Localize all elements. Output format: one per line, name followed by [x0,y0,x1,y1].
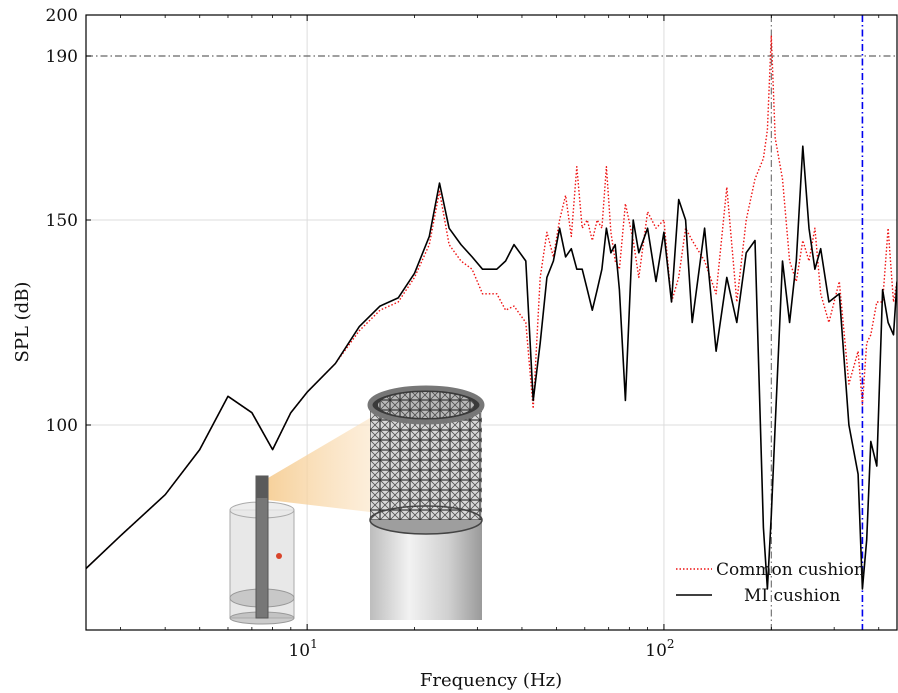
x-tick-label: 101 [288,637,317,661]
x-axis-title: Frequency (Hz) [420,670,562,691]
reference-lines [86,15,897,630]
outer-cylinder-sketch [229,475,295,625]
y-tick-label: 150 [46,211,78,231]
y-tick-label: 100 [46,416,78,436]
legend-label-mi: MI cushion [744,586,840,606]
grid-lines [86,15,897,630]
plot-frame [85,14,898,631]
series-line-mi-cushion [86,145,897,590]
lattice-cylinder-sketch [367,385,485,620]
series-line-common-cushion [86,34,897,570]
y-tick-label: 200 [46,6,78,26]
series-layer [86,34,897,590]
y-axis-title: SPL (dB) [12,282,33,363]
sensor-point-icon [276,553,282,559]
zoom-beam [268,418,370,512]
legend-label-common: Common cushion [716,560,865,580]
y-tick-label: 190 [46,47,78,67]
transducer-illustration [229,385,485,625]
legend: Common cushion MI cushion [676,560,865,606]
x-tick-label: 102 [645,637,674,661]
